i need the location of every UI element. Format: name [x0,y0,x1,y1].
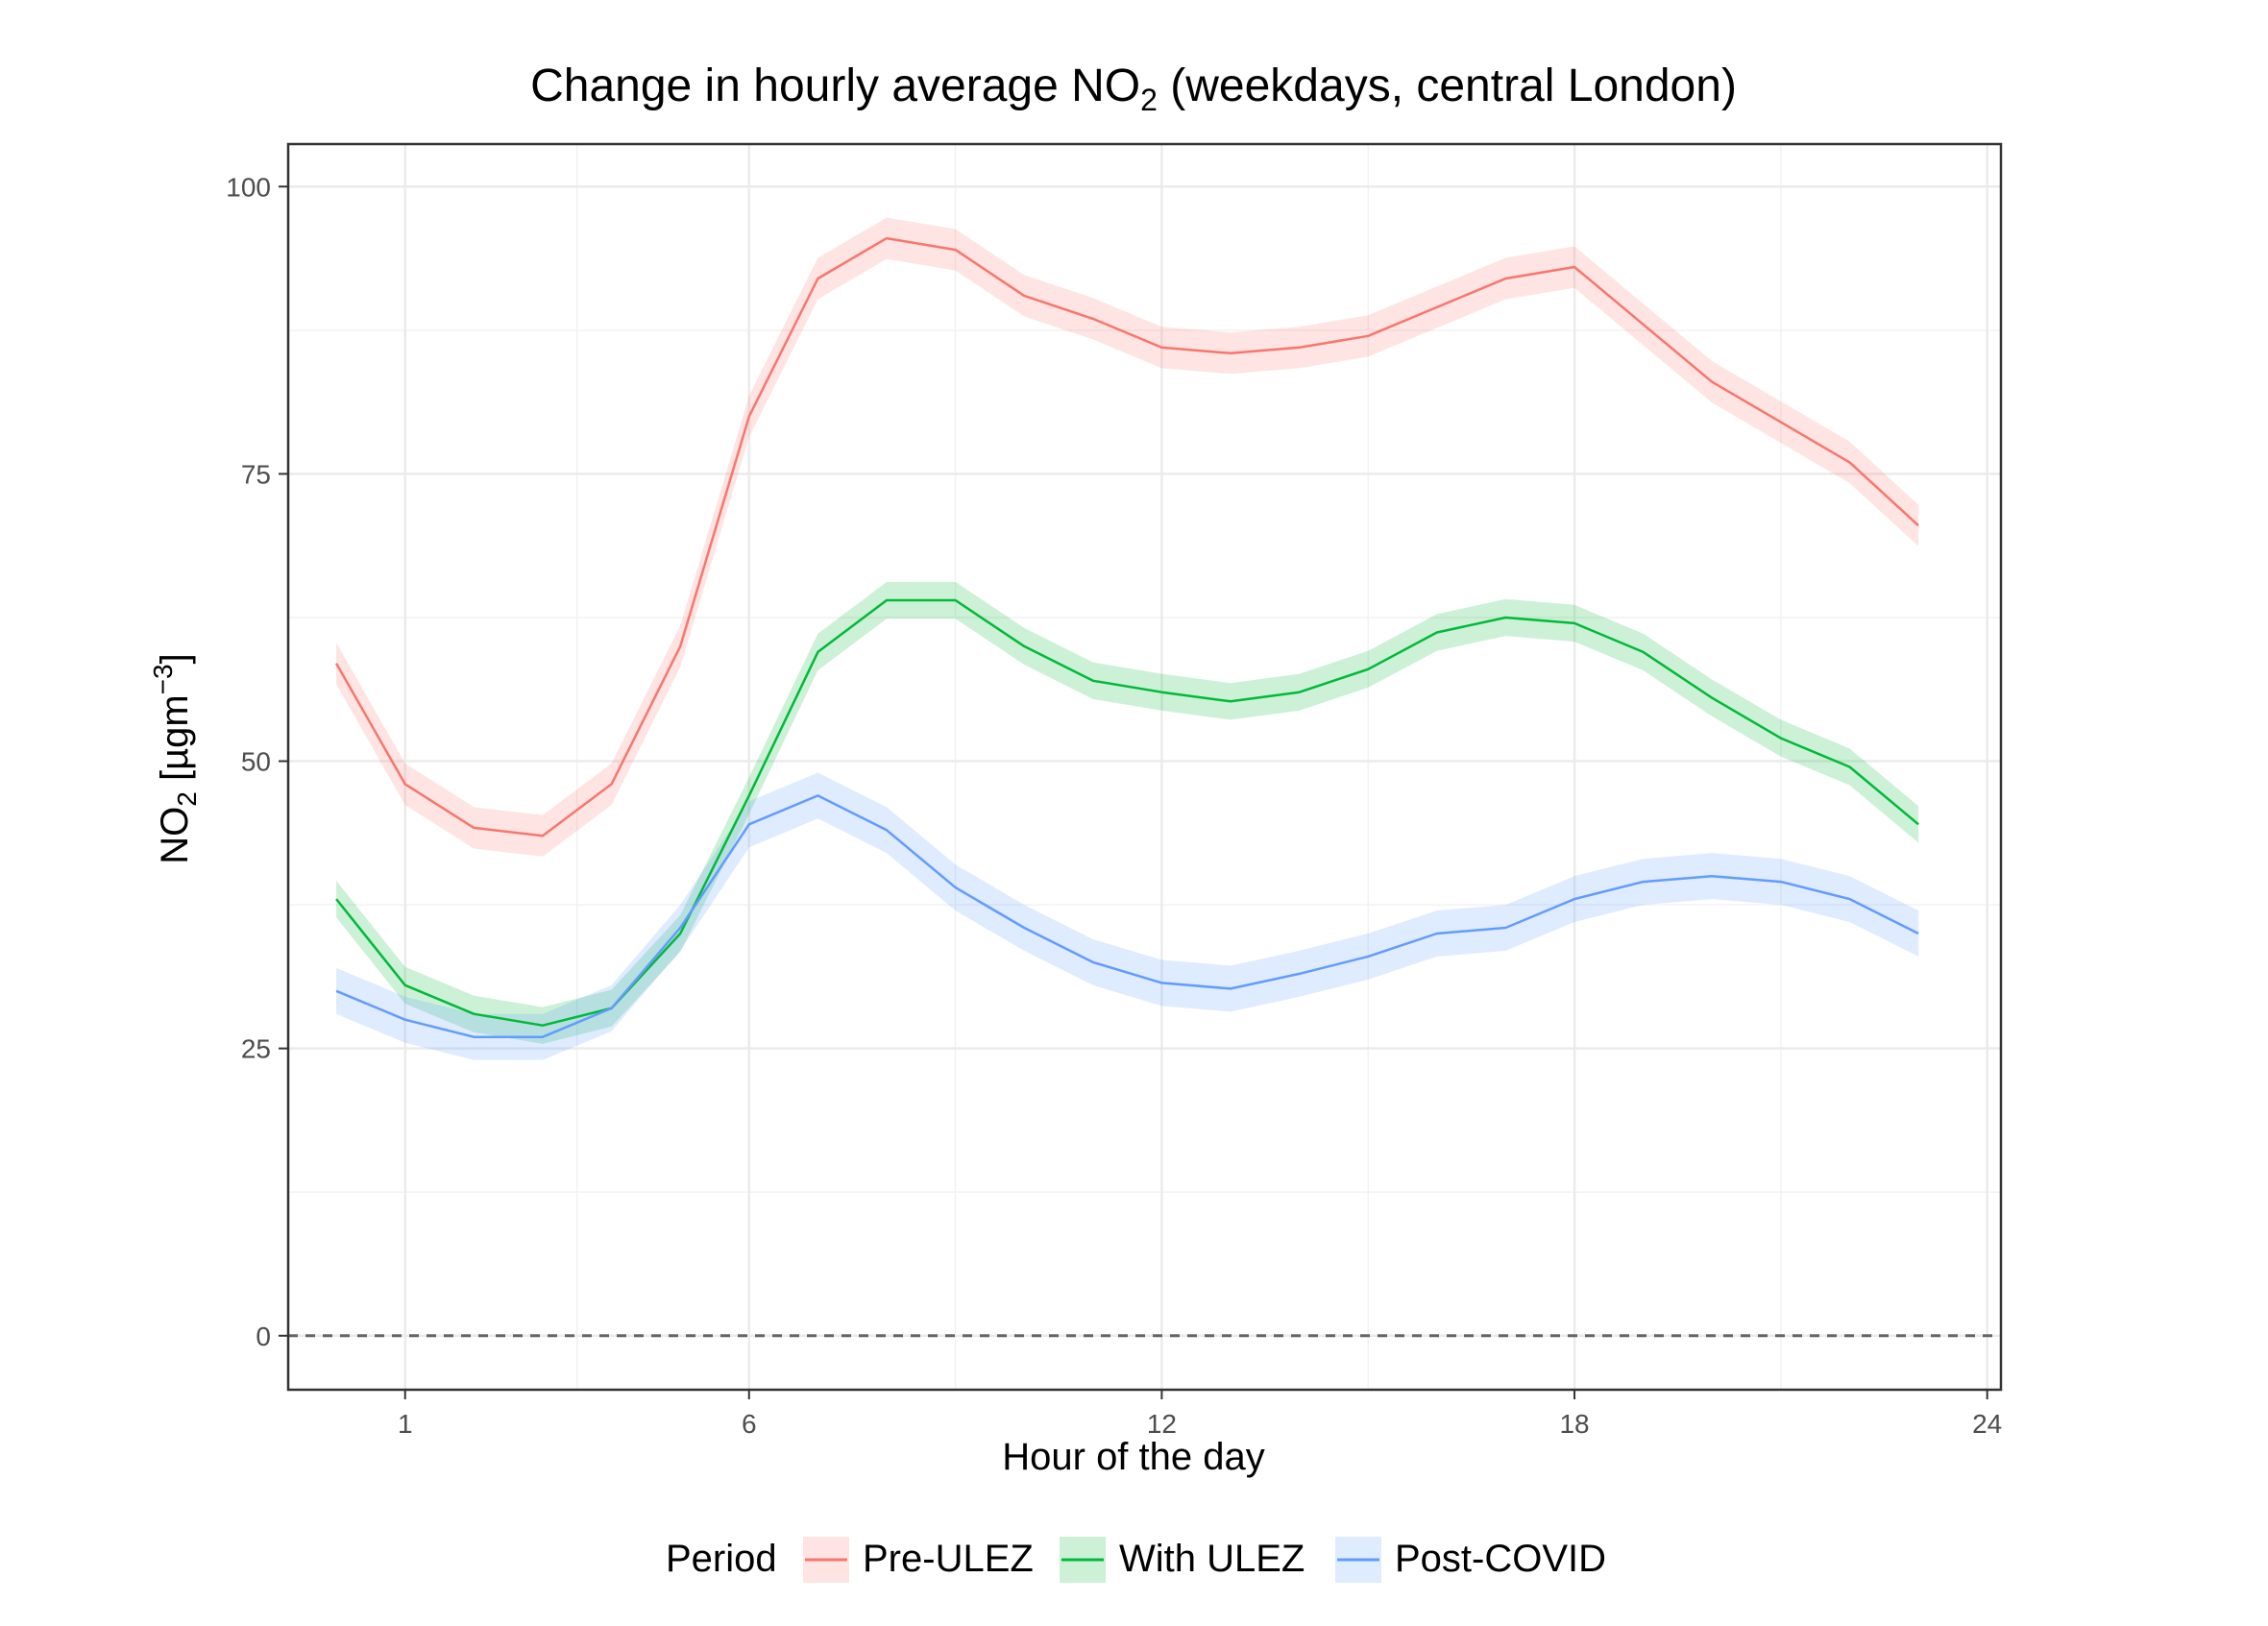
chart-title-rest: (weekdays, central London) [1158,61,1737,111]
x-tick-label: 18 [1559,1409,1589,1439]
minor-gridlines [288,144,2001,1390]
panel-border [286,142,2003,1392]
line-pre-ulez [335,236,1919,837]
chart-title: Change in hourly average NO2 (weekdays, … [530,61,1737,117]
x-tick-label: 6 [742,1409,757,1439]
band-post-covid [336,772,1919,1060]
y-tick-label: 100 [226,172,271,202]
x-tick-label: 12 [1147,1409,1177,1439]
chart-title-main: Change in hourly average NO [530,61,1140,111]
series-lines [335,236,1919,1038]
y-axis-title: NO2 [µgm−3] [148,653,202,863]
y-axis-title-subscript: 2 [172,791,202,807]
confidence-bands [336,217,1919,1060]
legend: Period Pre-ULEZ With ULEZ Post-COVID [666,1537,1606,1583]
legend-label-pre-ulez: Pre-ULEZ [863,1538,1034,1580]
line-post-covid [335,794,1919,1038]
y-tick-label: 0 [256,1322,271,1351]
y-axis-title-unit: [µgm [154,694,196,791]
y-tick-label: 50 [241,747,271,777]
legend-item-post-covid: Post-COVID [1335,1537,1606,1583]
legend-label-post-covid: Post-COVID [1395,1538,1606,1580]
x-tick-label: 1 [398,1409,413,1439]
legend-item-with-ulez: With ULEZ [1060,1537,1305,1583]
plot-panel [286,142,2003,1392]
y-tick-label: 75 [241,459,271,489]
chart-title-subscript: 2 [1140,83,1158,117]
band-with-ulez [336,581,1919,1044]
y-axis-title-superscript: −3 [148,664,178,694]
line-with-ulez [335,598,1919,1027]
y-axis-title-main: NO [154,807,196,864]
legend-title: Period [666,1538,777,1580]
legend-label-with-ulez: With ULEZ [1119,1538,1305,1580]
band-pre-ulez [336,217,1919,857]
x-tick-label: 24 [1972,1409,2002,1439]
y-tick-label: 25 [241,1034,271,1064]
y-axis: 0 25 50 75 100 [226,172,288,1351]
legend-item-pre-ulez: Pre-ULEZ [803,1537,1034,1583]
x-axis: 1 6 12 18 24 [398,1390,2002,1439]
x-axis-title: Hour of the day [1002,1436,1265,1478]
y-axis-title-close: ] [154,653,196,664]
